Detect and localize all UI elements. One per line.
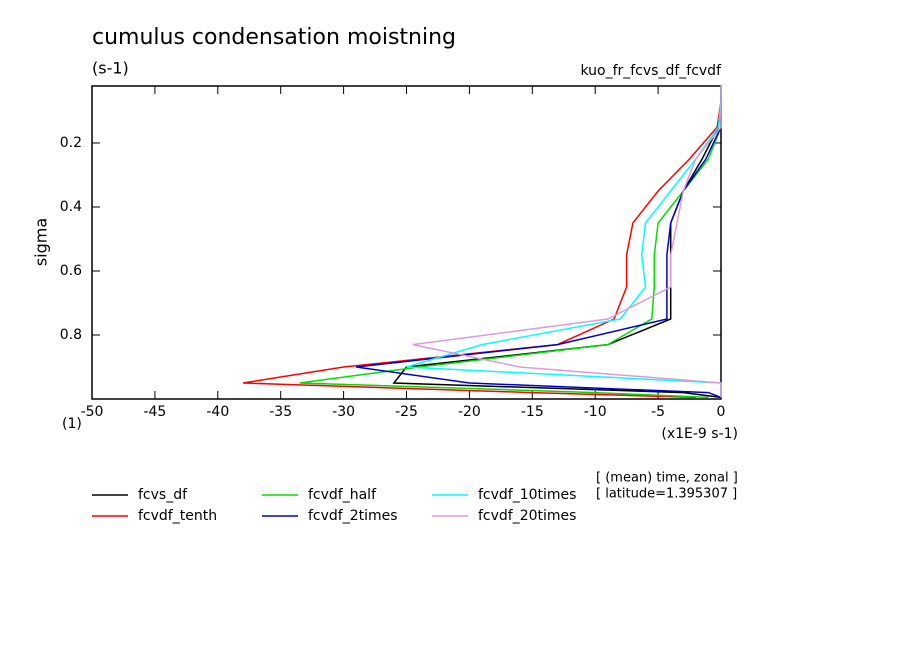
line [412,85,722,398]
y-axis-label: sigma [32,218,51,266]
legend-label: fcvdf_tenth [138,508,217,524]
plot-frame [91,85,722,400]
x-tick-label: -25 [395,404,418,420]
x-tick-label: -45 [143,404,166,420]
x-tick-label: -5 [651,404,665,420]
legend-label: fcvs_df [138,487,188,503]
y-tick-label: 0.8 [60,327,82,343]
x-tick-label: -10 [584,404,607,420]
x-tick-label: 0 [717,404,726,420]
x-tick-label: -15 [521,404,544,420]
line [242,85,722,399]
x-tick-label: -40 [206,404,229,420]
x-unit: (x1E-9 s-1) [661,426,738,442]
legend-label: fcvdf_half [308,487,377,503]
line [356,85,722,399]
unit: (s-1) [92,59,129,78]
chart-title: cumulus condensation moistning [92,25,456,50]
y-tick-label: 0.2 [60,135,82,151]
note: [ (mean) time, zonal ] [596,471,738,486]
legend-label: fcvdf_10times [478,487,576,503]
x-tick-label: -35 [269,404,292,420]
note: [ latitude=1.395307 ] [596,487,737,502]
variable: kuo_fr_fcvs_df_fcvdf [580,63,722,79]
y-tick-label: 0.4 [60,199,82,215]
legend-label: fcvdf_20times [478,508,576,524]
y-tick-label: 0.6 [60,263,82,279]
line [406,85,722,398]
x-tick-label: -20 [458,404,481,420]
legend-label: fcvdf_2times [308,508,398,524]
y-unit: (1) [62,416,82,432]
x-tick-label: -50 [81,404,104,420]
x-tick-label: -30 [332,404,355,420]
